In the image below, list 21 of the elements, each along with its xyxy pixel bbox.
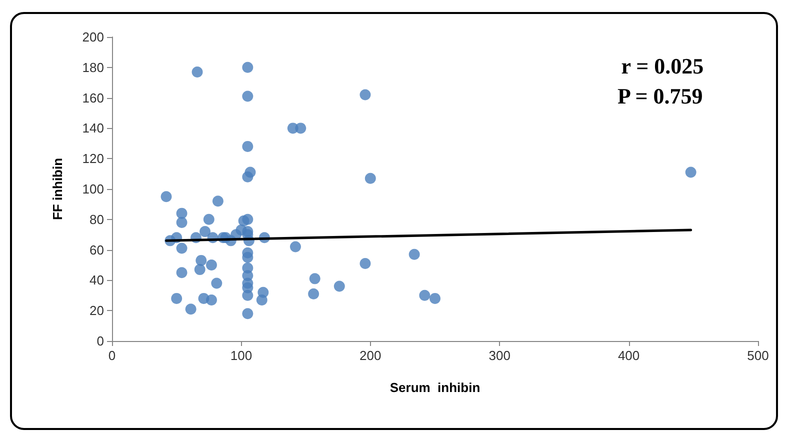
annotation: r = 0.025 [621,54,704,78]
y-tick-label: 0 [96,334,104,348]
y-tick-label: 180 [82,60,104,75]
annotation: P = 0.759 [618,84,703,108]
y-tick-label: 200 [82,30,104,44]
y-axis-title: FF inhibin [50,158,65,220]
x-tick-label: 200 [360,348,382,363]
x-tick-label: 500 [747,348,769,363]
x-tick-label: 400 [618,348,640,363]
y-tick-label: 40 [90,272,104,288]
y-tick-label: 80 [90,212,104,227]
x-axis-title: Serum inhibin [390,380,480,395]
x-tick-label: 300 [488,348,510,363]
y-tick-label: 100 [82,182,104,196]
y-tick-label: 20 [90,303,104,318]
x-tick-label: 100 [230,348,252,363]
y-tick-label: 140 [82,120,104,136]
x-tick-label: 0 [108,348,116,363]
y-tick-label: 120 [82,151,104,166]
y-tick-label: 160 [82,90,104,106]
y-tick-label: 60 [90,242,104,258]
